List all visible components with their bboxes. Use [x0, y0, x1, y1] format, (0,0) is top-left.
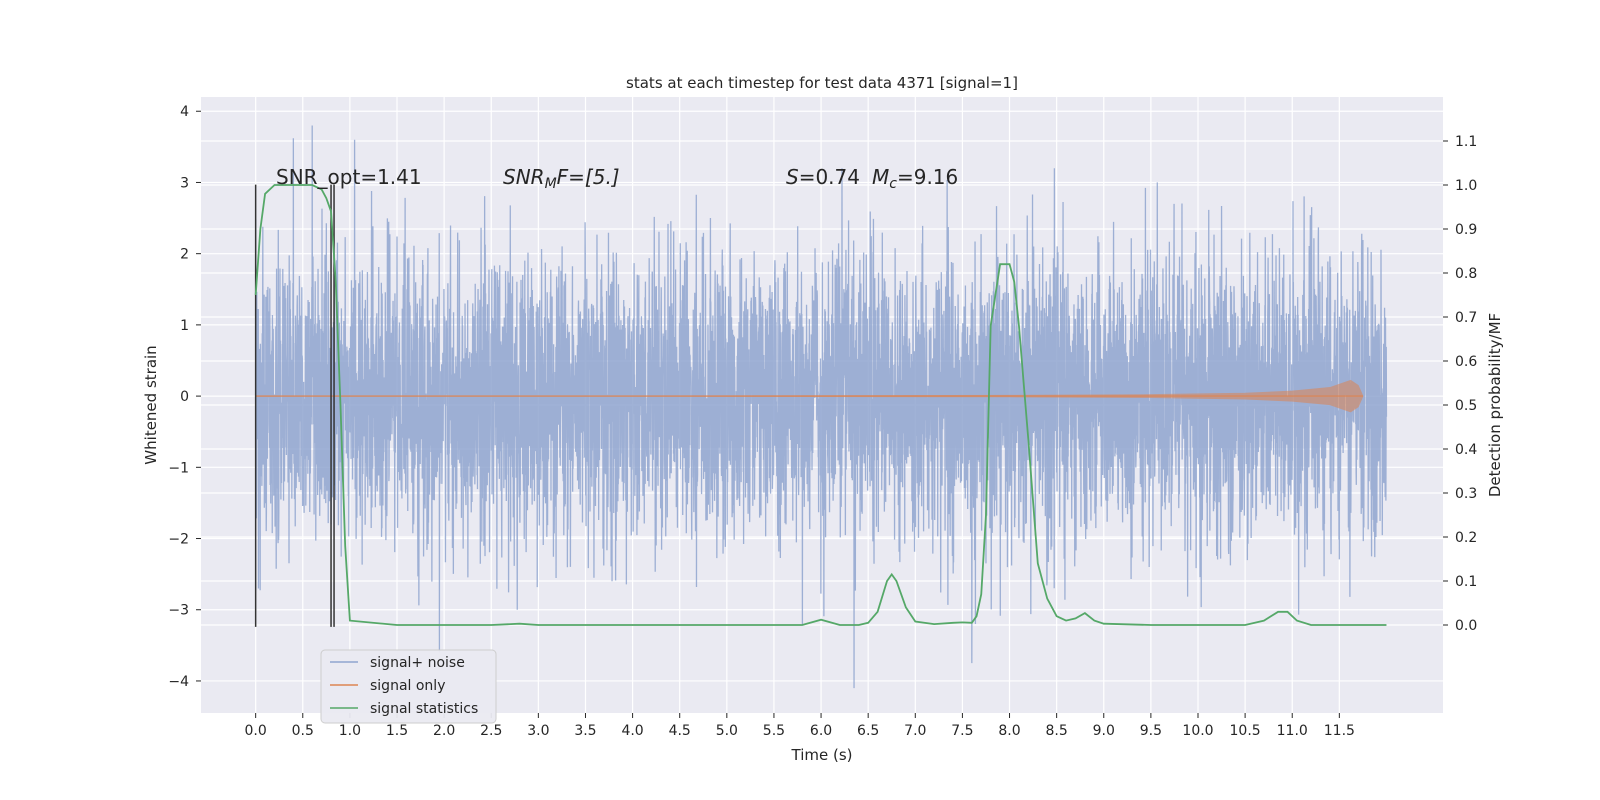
y-right-tick-label: 0.3 — [1455, 486, 1477, 502]
x-tick-label: 1.0 — [339, 723, 361, 739]
x-tick-label: 2.5 — [480, 723, 502, 739]
y-right-tick-label: 0.6 — [1455, 354, 1477, 370]
signal-noise-series — [255, 125, 1388, 689]
y-tick-label: −4 — [168, 674, 189, 690]
x-tick-label: 8.0 — [998, 723, 1020, 739]
tick-labels: 0.0 0.5 1.0 1.5 2.0 2.5 3.0 3.5 4.0 4.5 5.0 5.5 6.0 6… — [168, 104, 1477, 739]
y-tick-label: 3 — [180, 175, 189, 191]
y-right-tick-label: 0.0 — [1455, 618, 1477, 634]
y-tick-label: 0 — [180, 389, 189, 405]
signal-statistics-line — [254, 184, 1387, 626]
s-name: S — [786, 165, 799, 189]
y-tick-label: 2 — [180, 247, 189, 263]
chart-title: stats at each timestep for test data 437… — [626, 74, 1018, 92]
y-right-axis-label: Detection probability/MF — [1486, 313, 1504, 497]
x-tick-label: 9.0 — [1093, 723, 1115, 739]
y-tick-label: 4 — [180, 104, 189, 120]
y-right-tick-label: 1.0 — [1455, 178, 1477, 194]
y-right-tick-label: 0.1 — [1455, 574, 1477, 590]
x-tick-label: 10.0 — [1182, 723, 1213, 739]
x-tick-label: 4.5 — [669, 723, 691, 739]
legend: signal+ noise signal only signal statist… — [320, 649, 497, 724]
x-tick-label: 10.5 — [1230, 723, 1261, 739]
x-tick-label: 7.5 — [951, 723, 973, 739]
x-tick-label: 11.5 — [1324, 723, 1355, 739]
y-tick-label: 1 — [180, 318, 189, 334]
y-tick-label: −2 — [168, 532, 189, 548]
mc-sub: c — [889, 176, 897, 192]
legend-label-signal-noise: signal+ noise — [370, 655, 465, 671]
annotation-snr-mf: SNRMF=[5.] — [503, 165, 620, 192]
mc-name: M — [872, 165, 889, 189]
signal-only-series — [255, 379, 1364, 413]
x-tick-label: 3.5 — [574, 723, 596, 739]
x-tick-label: 0.5 — [292, 723, 314, 739]
y-right-tick-label: 0.2 — [1455, 530, 1477, 546]
mc-value: =9.16 — [897, 165, 958, 189]
y-right-tick-label: 0.5 — [1455, 398, 1477, 414]
y-right-tick-label: 0.7 — [1455, 310, 1477, 326]
legend-box — [320, 649, 497, 724]
x-tick-label: 4.0 — [621, 723, 643, 739]
x-tick-label: 7.0 — [904, 723, 926, 739]
x-axis-label: Time (s) — [791, 746, 853, 764]
x-tick-label: 8.5 — [1046, 723, 1068, 739]
legend-label-signal-only: signal only — [370, 678, 445, 694]
s-value: =0.74 — [799, 165, 860, 189]
annotation-s-mc: S=0.74 Mc=9.16 — [786, 165, 958, 192]
x-tick-label: 5.0 — [716, 723, 738, 739]
x-tick-label: 0.0 — [245, 723, 267, 739]
snr-mf-tail: F=[5.] — [557, 165, 620, 189]
y-right-tick-label: 0.9 — [1455, 222, 1477, 238]
x-tick-label: 9.5 — [1140, 723, 1162, 739]
annotation-snr-opt: SNR_opt=1.41 — [276, 165, 422, 189]
x-tick-label: 2.0 — [433, 723, 455, 739]
y-axis-label: Whitened strain — [142, 345, 160, 464]
signal-statistics-series — [254, 184, 1387, 626]
x-tick-label: 1.5 — [386, 723, 408, 739]
legend-label-signal-statistics: signal statistics — [370, 701, 478, 717]
x-tick-label: 6.5 — [857, 723, 879, 739]
signal-noise-line — [255, 125, 1388, 689]
x-tick-label: 5.5 — [763, 723, 785, 739]
y-right-tick-label: 0.8 — [1455, 266, 1477, 282]
x-tick-label: 3.0 — [527, 723, 549, 739]
x-tick-label: 6.0 — [810, 723, 832, 739]
snr-mf-name: SNR — [503, 165, 545, 189]
y-right-tick-label: 1.1 — [1455, 134, 1477, 150]
y-tick-label: −1 — [168, 460, 189, 476]
y-tick-label: −3 — [168, 603, 189, 619]
x-tick-label: 11.0 — [1277, 723, 1308, 739]
y-right-tick-label: 0.4 — [1455, 442, 1477, 458]
snr-mf-sub: M — [545, 176, 557, 192]
